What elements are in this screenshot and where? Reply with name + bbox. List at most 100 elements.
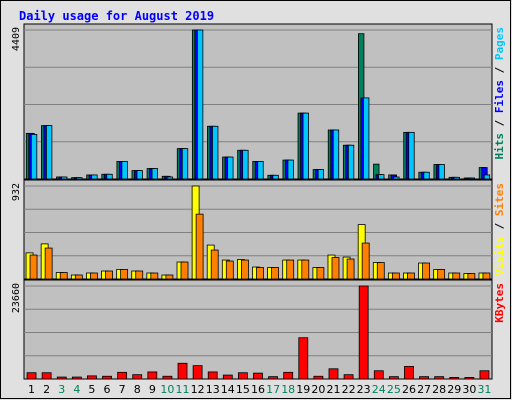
bar-kbytes-24 xyxy=(373,370,384,380)
bar-sites-30 xyxy=(467,273,476,280)
y-max-label: 23660 xyxy=(11,283,22,313)
legend-item-visits: Visits xyxy=(493,236,506,276)
x-label-16: 16 xyxy=(251,383,265,396)
bar-pages-26 xyxy=(408,131,415,180)
bar-sites-12 xyxy=(195,213,204,280)
legend-separator: / xyxy=(493,60,506,80)
x-label-25: 25 xyxy=(387,383,401,396)
bar-sites-1 xyxy=(29,254,38,280)
y-max-label: 4409 xyxy=(11,27,22,51)
bar-kbytes-18 xyxy=(283,371,294,380)
bar-sites-7 xyxy=(120,269,129,280)
x-label-19: 19 xyxy=(296,383,310,396)
bar-pages-20 xyxy=(317,169,325,180)
x-label-23: 23 xyxy=(357,383,371,396)
bar-kbytes-12 xyxy=(192,365,203,380)
bar-pages-1 xyxy=(30,133,38,180)
bar-sites-25 xyxy=(391,272,400,280)
x-label-12: 12 xyxy=(191,383,205,396)
bar-sites-24 xyxy=(376,262,385,280)
bar-kbytes-5 xyxy=(87,375,97,380)
bar-kbytes-25 xyxy=(388,376,399,380)
x-label-29: 29 xyxy=(447,383,461,396)
bar-pages-22 xyxy=(347,144,355,180)
bar-sites-17 xyxy=(271,267,279,280)
bar-kbytes-4 xyxy=(71,376,82,380)
bar-kbytes-7 xyxy=(117,371,128,380)
bar-sites-3 xyxy=(59,272,68,280)
bar-kbytes-19 xyxy=(298,337,309,380)
bar-pages-9 xyxy=(151,168,158,180)
panel-kbytes: 23660 KBytes xyxy=(11,279,506,380)
bar-pages-5 xyxy=(91,174,98,180)
bar-sites-19 xyxy=(301,259,310,280)
chart-title: Daily usage for August 2019 xyxy=(19,9,214,23)
x-label-1: 1 xyxy=(28,383,35,396)
bar-pages-21 xyxy=(332,129,340,180)
bar-kbytes-23 xyxy=(358,285,369,380)
bar-kbytes-20 xyxy=(313,375,324,380)
bar-pages-16 xyxy=(257,161,264,180)
x-label-14: 14 xyxy=(221,383,235,396)
bar-kbytes-28 xyxy=(434,376,445,380)
x-label-20: 20 xyxy=(311,383,325,396)
bar-sites-27 xyxy=(422,262,430,280)
bar-pages-2 xyxy=(45,125,53,180)
x-label-3: 3 xyxy=(58,383,65,396)
legend-item-kbytes: KBytes xyxy=(493,283,506,323)
bar-kbytes-14 xyxy=(222,374,233,380)
bar-sites-13 xyxy=(210,249,219,280)
x-label-28: 28 xyxy=(432,383,446,396)
bar-sites-15 xyxy=(241,259,249,280)
bar-pages-29 xyxy=(453,176,460,180)
bar-sites-31 xyxy=(482,272,491,280)
bar-sites-9 xyxy=(150,272,159,280)
legend-item-hits: Hits xyxy=(493,133,506,160)
bar-kbytes-27 xyxy=(419,376,429,380)
panel-hits-files-pages: 4409 Hits / Files / Pages xyxy=(11,23,506,180)
bar-kbytes-31 xyxy=(479,370,490,380)
bar-pages-4 xyxy=(76,177,83,180)
legend-visits-sites: Visits / Sites xyxy=(493,183,506,276)
x-label-27: 27 xyxy=(417,383,431,396)
bar-pages-8 xyxy=(136,170,143,180)
x-label-9: 9 xyxy=(149,383,156,396)
legend-kbytes: KBytes xyxy=(493,283,506,323)
bar-sites-23 xyxy=(361,242,370,280)
bar-kbytes-10 xyxy=(162,375,173,380)
bar-pages-13 xyxy=(212,125,219,180)
bar-kbytes-17 xyxy=(268,376,278,380)
bar-pages-15 xyxy=(242,149,249,180)
legend-separator: / xyxy=(493,113,506,133)
bar-pages-11 xyxy=(181,148,189,180)
bar-kbytes-15 xyxy=(238,372,248,380)
x-label-21: 21 xyxy=(326,383,340,396)
bar-kbytes-22 xyxy=(343,374,354,380)
x-label-31: 31 xyxy=(477,383,491,396)
y-max-label: 932 xyxy=(11,183,22,201)
bar-pages-19 xyxy=(302,112,309,180)
bar-sites-5 xyxy=(90,272,98,280)
bar-kbytes-21 xyxy=(328,368,339,380)
bar-pages-10 xyxy=(166,176,174,180)
bar-kbytes-1 xyxy=(26,372,37,380)
bar-sites-11 xyxy=(180,261,189,280)
x-label-4: 4 xyxy=(73,383,80,396)
panel-background xyxy=(23,23,493,180)
bar-sites-2 xyxy=(44,247,53,280)
x-label-10: 10 xyxy=(160,383,174,396)
bar-pages-25 xyxy=(393,176,400,180)
bar-pages-14 xyxy=(227,156,234,180)
bar-sites-18 xyxy=(286,259,295,280)
legend-item-pages: Pages xyxy=(493,27,506,60)
bar-pages-6 xyxy=(106,173,113,180)
bar-sites-28 xyxy=(437,269,446,280)
bar-pages-24 xyxy=(378,174,385,180)
panel-visits-sites: 932 Visits / Sites xyxy=(11,179,506,280)
bar-pages-23 xyxy=(363,97,370,180)
bar-sites-21 xyxy=(331,257,340,280)
bar-kbytes-16 xyxy=(253,372,263,380)
legend-hits-files-pages: Hits / Files / Pages xyxy=(493,27,506,160)
